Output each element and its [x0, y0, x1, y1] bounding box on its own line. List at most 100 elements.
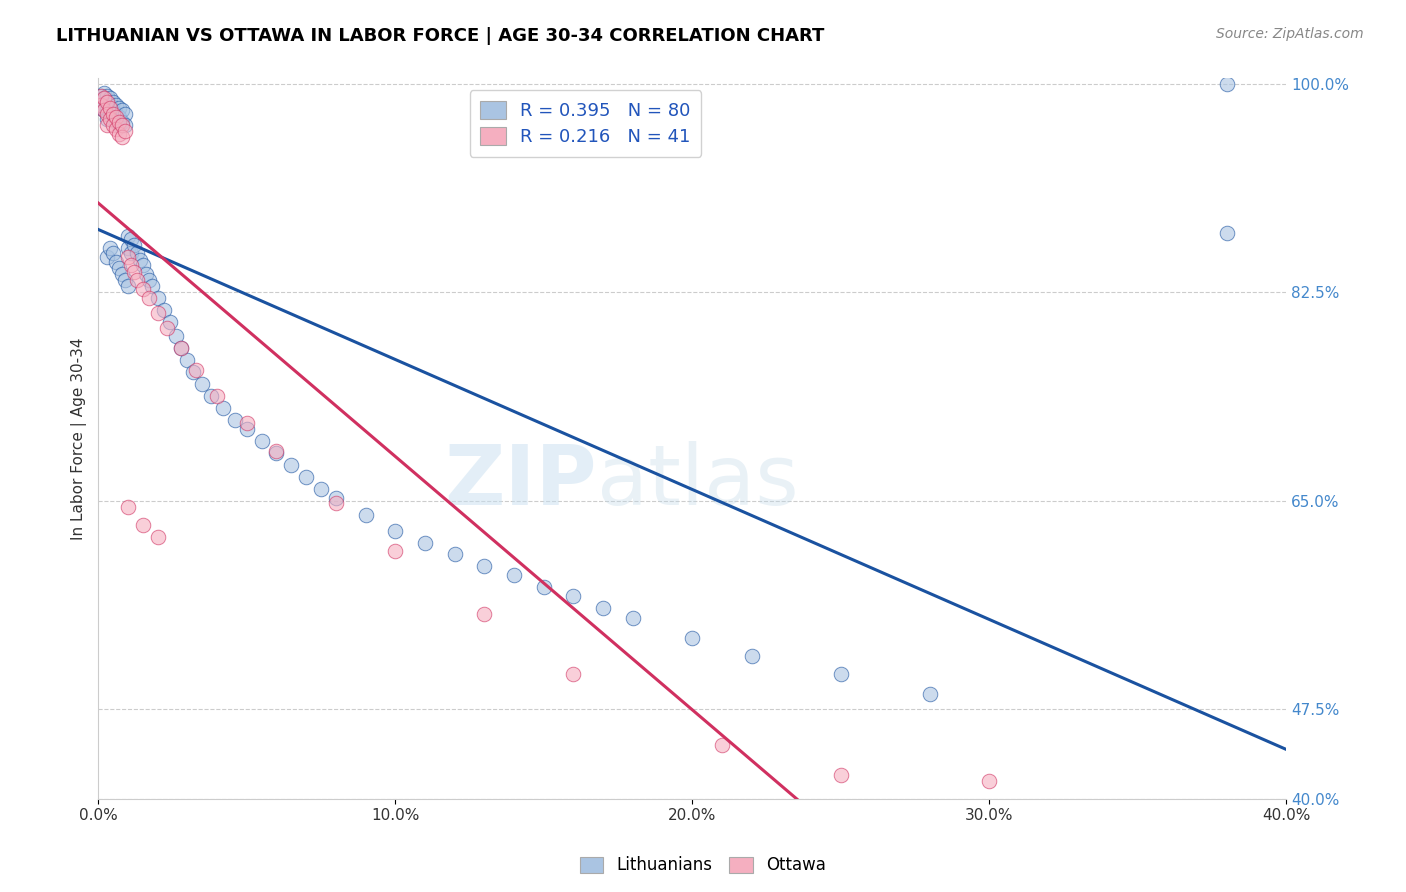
Point: [114, 124, 136, 138]
Point: [212, 401, 235, 415]
Point: [132, 517, 155, 532]
Point: [125, 273, 148, 287]
Point: [103, 95, 125, 109]
Y-axis label: In Labor Force | Age 30-34: In Labor Force | Age 30-34: [72, 337, 87, 540]
Point: [562, 589, 585, 603]
Point: [120, 232, 142, 246]
Point: [117, 250, 139, 264]
Point: [710, 738, 733, 752]
Point: [830, 666, 852, 681]
Point: [170, 341, 193, 355]
Point: [1215, 77, 1237, 91]
Point: [681, 631, 703, 645]
Point: [117, 279, 139, 293]
Point: [170, 341, 193, 355]
Point: [146, 305, 169, 319]
Point: [111, 130, 134, 145]
Point: [114, 119, 136, 133]
Point: [200, 389, 222, 403]
Point: [132, 282, 155, 296]
Point: [141, 279, 163, 293]
Point: [122, 265, 145, 279]
Point: [176, 353, 198, 368]
Point: [159, 315, 181, 329]
Point: [108, 127, 131, 141]
Point: [741, 648, 763, 663]
Point: [135, 268, 157, 282]
Point: [96, 250, 118, 264]
Point: [108, 119, 131, 133]
Point: [105, 255, 128, 269]
Point: [117, 500, 139, 514]
Point: [93, 87, 115, 101]
Point: [96, 106, 118, 120]
Point: [108, 110, 131, 124]
Point: [96, 88, 118, 103]
Text: atlas: atlas: [598, 441, 799, 522]
Legend: R = 0.395   N = 80, R = 0.216   N = 41: R = 0.395 N = 80, R = 0.216 N = 41: [470, 90, 702, 157]
Point: [93, 103, 115, 117]
Point: [105, 110, 128, 124]
Point: [236, 417, 259, 431]
Point: [98, 112, 121, 127]
Point: [98, 101, 121, 115]
Point: [111, 115, 134, 129]
Point: [191, 377, 214, 392]
Point: [103, 119, 125, 133]
Point: [103, 246, 125, 260]
Point: [98, 91, 121, 105]
Point: [384, 524, 406, 538]
Point: [90, 101, 112, 115]
Point: [186, 363, 208, 377]
Point: [98, 241, 121, 255]
Point: [1215, 226, 1237, 240]
Point: [98, 98, 121, 112]
Point: [503, 567, 526, 582]
Point: [165, 329, 187, 343]
Text: ZIP: ZIP: [444, 441, 598, 522]
Point: [93, 91, 115, 105]
Point: [830, 768, 852, 782]
Point: [96, 95, 118, 109]
Point: [224, 413, 246, 427]
Point: [472, 559, 495, 574]
Point: [93, 98, 115, 112]
Point: [105, 98, 128, 112]
Point: [236, 422, 259, 436]
Point: [108, 101, 131, 115]
Point: [918, 687, 941, 701]
Point: [156, 321, 179, 335]
Point: [96, 95, 118, 109]
Point: [146, 530, 169, 544]
Point: [309, 482, 332, 496]
Point: [105, 115, 128, 129]
Point: [90, 98, 112, 112]
Point: [96, 119, 118, 133]
Point: [325, 496, 347, 510]
Point: [103, 106, 125, 120]
Point: [138, 291, 160, 305]
Point: [111, 268, 134, 282]
Point: [295, 470, 318, 484]
Point: [117, 229, 139, 244]
Point: [114, 273, 136, 287]
Point: [93, 91, 115, 105]
Point: [122, 237, 145, 252]
Legend: Lithuanians, Ottawa: Lithuanians, Ottawa: [574, 849, 832, 881]
Point: [280, 458, 302, 472]
Point: [562, 666, 585, 681]
Point: [205, 389, 228, 403]
Point: [103, 103, 125, 117]
Point: [96, 103, 118, 117]
Point: [129, 253, 152, 268]
Point: [146, 291, 169, 305]
Point: [105, 122, 128, 136]
Point: [111, 119, 134, 133]
Point: [114, 106, 136, 120]
Text: LITHUANIAN VS OTTAWA IN LABOR FORCE | AGE 30-34 CORRELATION CHART: LITHUANIAN VS OTTAWA IN LABOR FORCE | AG…: [56, 27, 824, 45]
Point: [120, 258, 142, 272]
Point: [120, 246, 142, 260]
Point: [621, 610, 644, 624]
Point: [96, 112, 118, 127]
Point: [592, 601, 614, 615]
